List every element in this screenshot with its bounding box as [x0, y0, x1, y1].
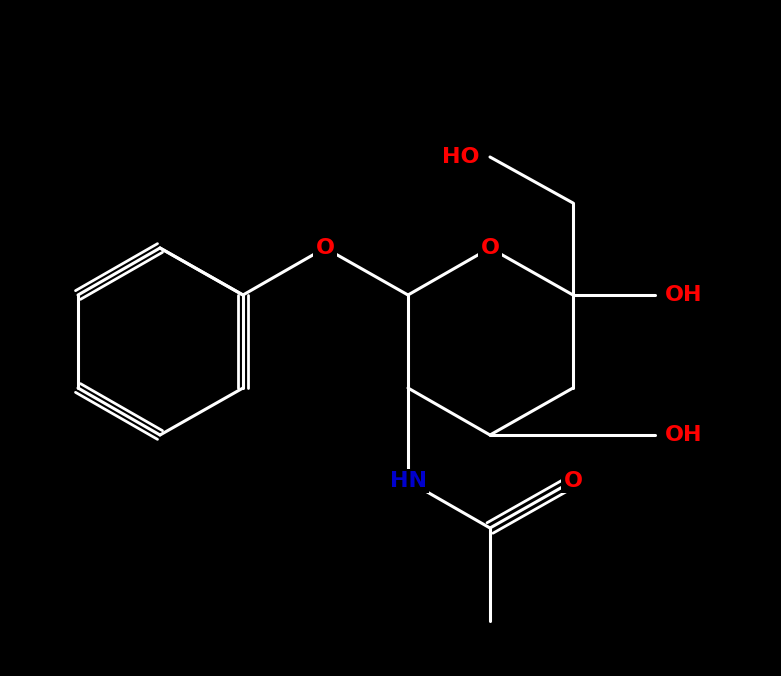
Text: O: O — [316, 238, 334, 258]
Text: HN: HN — [390, 471, 426, 491]
Text: HO: HO — [443, 147, 480, 167]
Text: OH: OH — [665, 285, 702, 305]
Text: OH: OH — [665, 425, 702, 445]
Text: O: O — [564, 471, 583, 491]
Text: O: O — [480, 238, 500, 258]
